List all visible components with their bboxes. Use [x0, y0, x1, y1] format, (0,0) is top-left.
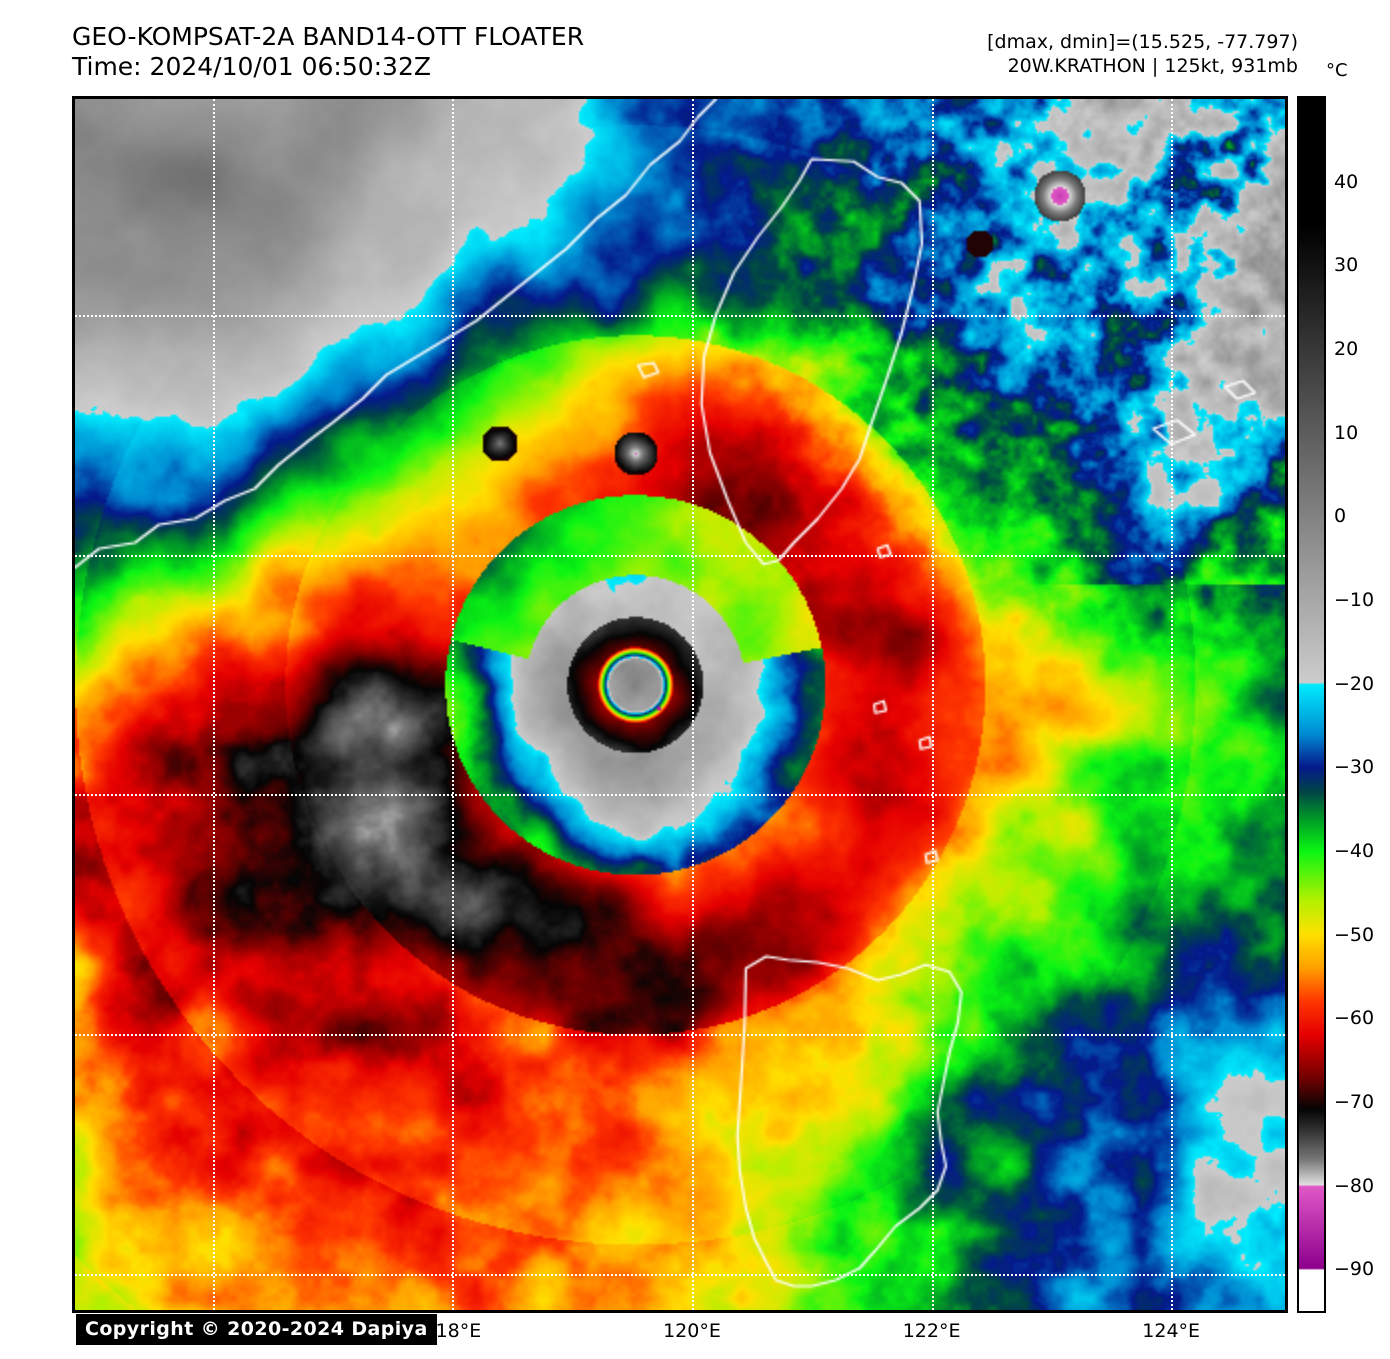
colorbar-tick-label: 10 [1334, 421, 1359, 444]
colorbar-tick-label: −50 [1334, 923, 1375, 946]
x-axis-tick-label: 120°E [663, 1320, 721, 1342]
colorbar-tick-label: 20 [1334, 337, 1359, 360]
x-axis-tick-label: 124°E [1142, 1320, 1201, 1342]
satellite-image-plot[interactable] [72, 96, 1288, 1313]
timestamp-label: Time: 2024/10/01 06:50:32Z [72, 52, 431, 81]
colorbar-tick-label: −90 [1334, 1258, 1375, 1281]
colorbar-tick-label: −10 [1334, 588, 1375, 611]
x-axis-tick-label: 118°E [423, 1320, 482, 1342]
x-axis-tick-label: 122°E [902, 1320, 961, 1342]
metadata-block: [dmax, dmin]=(15.525, -77.797) 20W.KRATH… [987, 30, 1298, 78]
colorbar-tick-label: −20 [1334, 672, 1375, 695]
colorbar-unit-label: °C [1326, 60, 1348, 81]
storm-info-label: 20W.KRATHON | 125kt, 931mb [1007, 55, 1298, 77]
colorbar-tick-label: −30 [1334, 756, 1375, 779]
product-title: GEO-KOMPSAT-2A BAND14-OTT FLOATER [72, 22, 585, 51]
colorbar-tick-label: 40 [1334, 170, 1359, 193]
page-title: GEO-KOMPSAT-2A BAND14-OTT FLOATER Time: … [72, 22, 832, 82]
dminmax-label: [dmax, dmin]=(15.525, -77.797) [987, 31, 1298, 53]
copyright-watermark: Copyright © 2020-2024 Dapiya [76, 1314, 437, 1345]
colorbar-tick-label: 0 [1334, 505, 1347, 528]
colorbar-tick-label: −60 [1334, 1007, 1375, 1030]
colorbar-tick-label: 30 [1334, 254, 1359, 277]
colorbar-tick-label: −70 [1334, 1090, 1375, 1113]
colorbar-tick-label: −40 [1334, 839, 1375, 862]
colorbar[interactable] [1297, 96, 1326, 1313]
satellite-raster [75, 99, 1285, 1310]
colorbar-tick-label: −80 [1334, 1174, 1375, 1197]
